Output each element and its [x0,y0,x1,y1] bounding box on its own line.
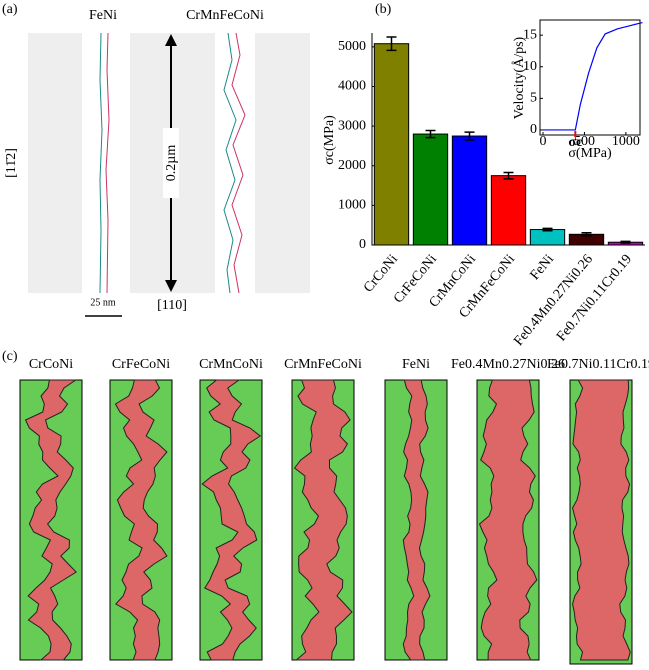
sample-title: FeNi [89,8,117,23]
y-tick-label: 4000 [338,79,366,94]
snapshot-title: Fe0.7Ni0.11Cr0.19 [547,357,649,372]
axis-label: [110] [157,298,187,313]
panel-label: (c) [2,349,18,364]
snapshot-title: CrCoNi [29,357,73,372]
dislocation-line [232,33,245,293]
y-tick-label: 5 [530,91,537,106]
figure: (a) FeNi CrMnFeCoNi [11̄2] 0.2µm 25 nm [… [0,0,649,670]
x-tick-label: 0 [539,134,546,149]
y-tick-label: 1000 [338,198,366,213]
y-tick-label: 0 [530,122,537,137]
bar [452,136,486,245]
sample-title: CrMnFeCoNi [186,8,264,23]
snapshot-title: CrMnCoNi [199,357,263,372]
panel-label: (a) [2,2,18,17]
dislocation-line [106,33,109,293]
inset-frame [540,20,640,135]
bar [413,134,447,245]
direction-label: [11̄2] [4,148,19,178]
width-label: 25 nm [90,297,116,308]
grey-region [255,33,310,293]
y-tick-label: 0 [359,237,366,252]
dislocation-line [100,33,102,293]
bar [491,176,525,245]
y-tick-label: 2000 [338,158,366,173]
y-tick-label: 10 [523,59,537,74]
y-tick-label: 3000 [338,118,366,133]
y-tick-label: 15 [523,27,537,42]
y-axis-title: σc(MPa) [322,115,337,165]
bar [374,44,408,245]
snapshot-title: CrFeCoNi [112,357,170,372]
panel-label: (b) [375,2,392,17]
grey-region [28,33,82,293]
snapshot-title: FeNi [402,357,430,372]
y-tick-label: 5000 [338,39,366,54]
x-tick-label: CrCoNi [361,252,401,296]
snapshot-title: CrMnFeCoNi [284,357,362,372]
dislocation-band [573,380,631,660]
x-tick-label: FeNi [528,252,558,283]
dislocation-line [224,33,236,293]
x-tick-label: 1000 [612,134,640,149]
scale-label: 0.2µm [164,145,179,182]
x-tick-label: Fe0.7Ni0.11Cr0.19 [554,252,635,344]
inset-y-title: Velocity(Å/ps) [511,36,527,119]
annotation: σc [568,135,582,150]
bar [530,230,564,245]
